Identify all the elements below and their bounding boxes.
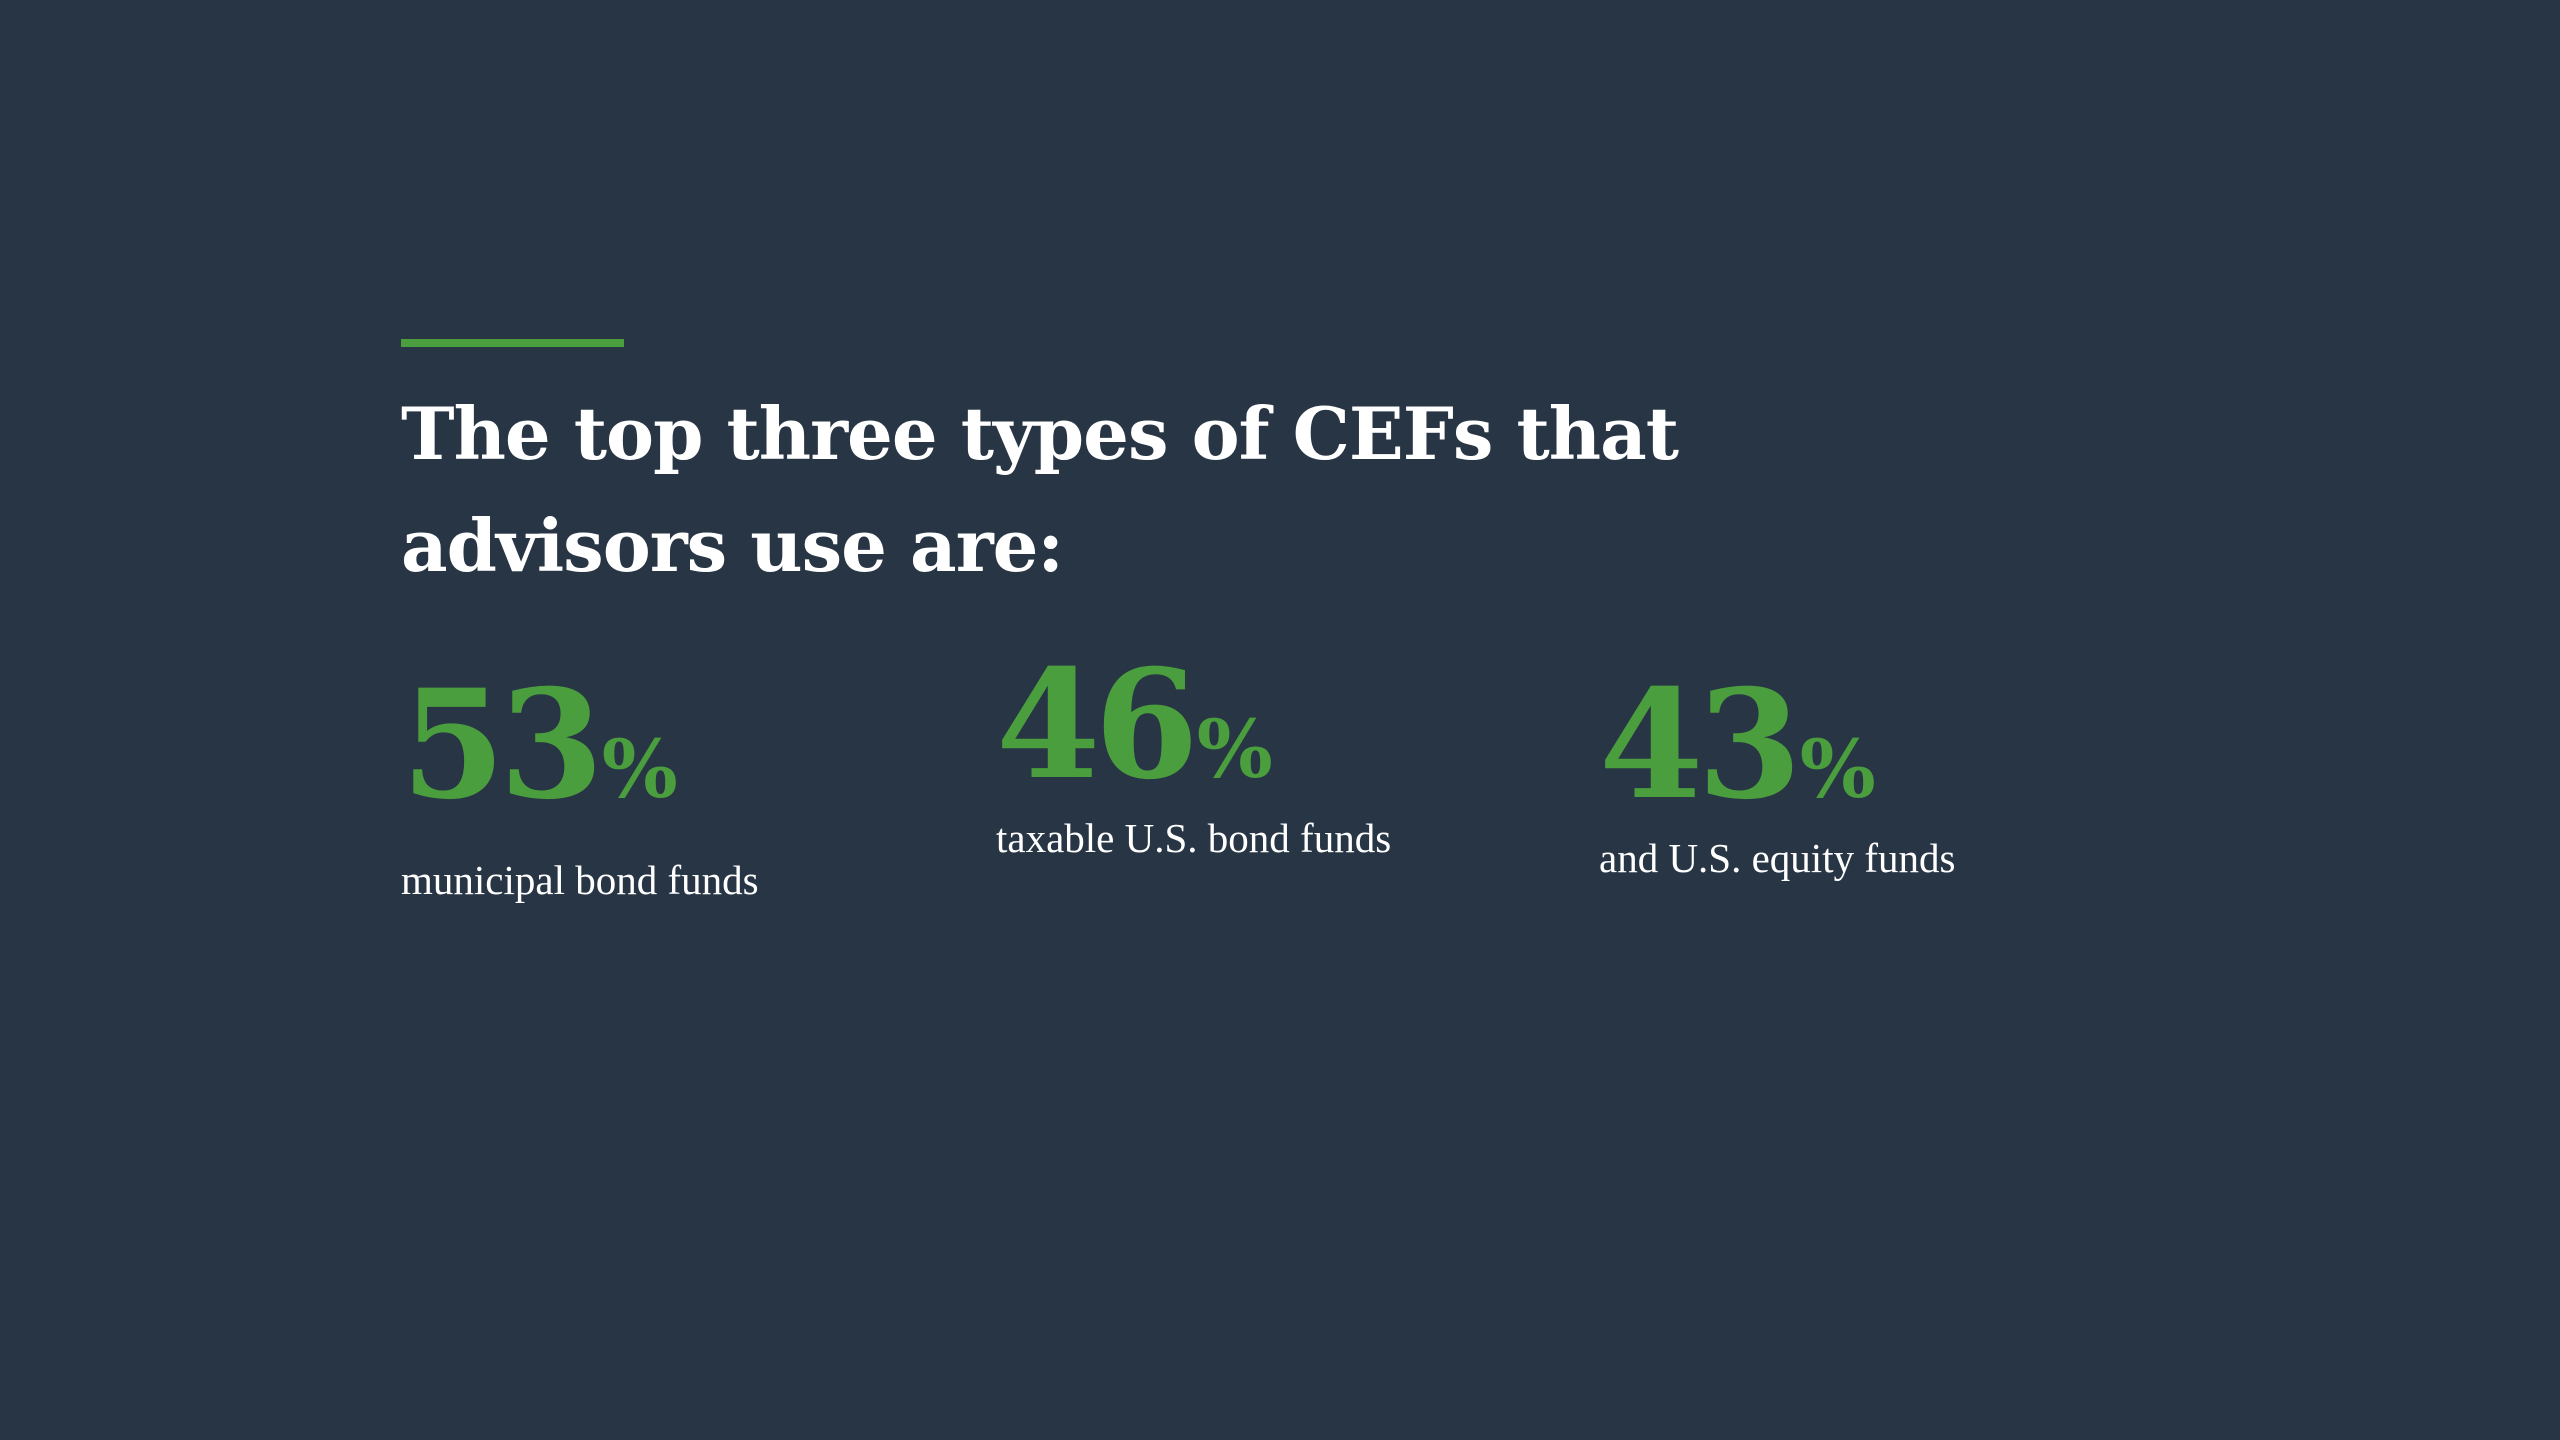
stat-label: and U.S. equity funds <box>1599 835 1956 881</box>
stat-figure: 53% <box>401 670 759 820</box>
stat-value: 46 <box>996 637 1199 813</box>
stat-unit: % <box>1196 702 1273 796</box>
stat-value: 53 <box>401 657 604 833</box>
stat-equity-funds: 43% and U.S. equity funds <box>1599 670 1955 882</box>
page-title: The top three types of CEFs that advisor… <box>401 391 1679 588</box>
stat-unit: % <box>601 722 678 816</box>
stat-value: 43 <box>1599 657 1802 833</box>
accent-divider <box>401 339 624 347</box>
stat-label: municipal bond funds <box>401 857 759 903</box>
stat-unit: % <box>1799 722 1876 816</box>
stat-figure: 46% <box>996 650 1391 800</box>
stat-label: taxable U.S. bond funds <box>996 815 1392 861</box>
stat-figure: 43% <box>1599 670 1955 820</box>
stat-taxable-bond-funds: 46% taxable U.S. bond funds <box>996 650 1391 862</box>
stat-municipal-bond-funds: 53% municipal bond funds <box>401 670 759 904</box>
